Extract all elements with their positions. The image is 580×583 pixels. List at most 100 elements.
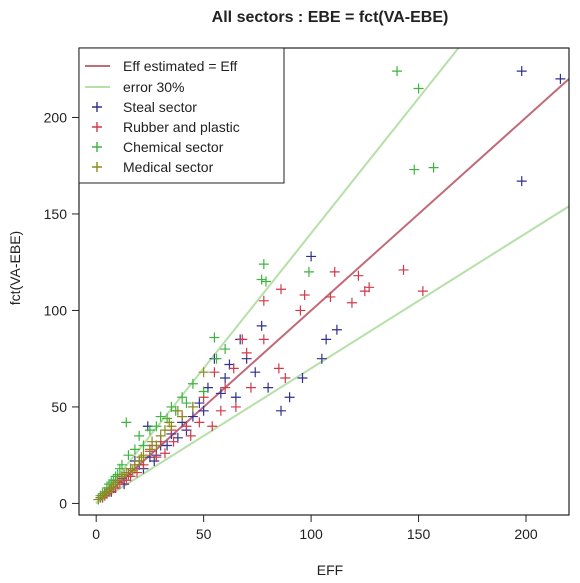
data-point — [516, 66, 527, 77]
data-point — [237, 334, 248, 345]
data-point — [215, 388, 226, 399]
data-point — [329, 266, 340, 277]
y-axis-label: fct(VA-EBE) — [7, 231, 23, 305]
data-point — [209, 332, 220, 343]
data-point — [172, 405, 183, 416]
data-point — [555, 73, 566, 84]
data-point — [276, 405, 287, 416]
y-tick-label: 200 — [44, 109, 68, 125]
data-point — [177, 411, 188, 422]
legend-label: Rubber and plastic — [123, 119, 240, 135]
plot-frame — [78, 47, 570, 516]
data-point — [325, 291, 336, 302]
data-point — [95, 492, 106, 503]
series-rubber-and-plastic — [97, 264, 428, 503]
legend-label: Medical sector — [123, 159, 214, 175]
data-point — [321, 334, 332, 345]
data-point — [428, 162, 439, 173]
data-point — [263, 382, 274, 393]
legend-label: Steal sector — [123, 99, 197, 115]
data-point — [207, 421, 218, 432]
x-axis-ticks: 0 50 100 150 200 — [92, 515, 538, 542]
data-point — [230, 401, 241, 412]
data-point — [220, 344, 231, 355]
data-point — [187, 411, 198, 422]
data-point — [516, 176, 527, 187]
x-tick-label: 150 — [407, 526, 431, 542]
data-point — [364, 282, 375, 293]
data-point — [258, 295, 269, 306]
data-point — [159, 425, 170, 436]
data-point — [93, 494, 104, 505]
x-axis-label: EFF — [317, 562, 343, 578]
data-point — [346, 297, 357, 308]
data-point — [185, 430, 196, 441]
data-point — [181, 421, 192, 432]
data-point — [151, 452, 162, 463]
data-points — [93, 66, 566, 505]
y-axis-ticks: 0 50 100 150 200 — [44, 109, 79, 511]
data-point — [155, 411, 166, 422]
legend-box — [78, 47, 285, 184]
data-point — [280, 372, 291, 383]
data-point — [331, 324, 342, 335]
data-point — [220, 382, 231, 393]
y-tick-label: 150 — [44, 206, 68, 222]
data-point — [353, 270, 364, 281]
data-point — [134, 430, 145, 441]
data-point — [147, 436, 158, 447]
data-point — [168, 436, 179, 447]
chart-title: All sectors : EBE = fct(VA-EBE) — [212, 9, 449, 26]
data-point — [144, 444, 155, 455]
data-point — [230, 392, 241, 403]
data-point — [409, 164, 420, 175]
data-point — [187, 378, 198, 389]
error-lower-line — [95, 205, 570, 505]
data-point — [297, 372, 308, 383]
data-point — [119, 469, 130, 480]
data-point — [159, 448, 170, 459]
data-point — [129, 444, 140, 455]
data-point — [284, 392, 295, 403]
data-point — [132, 467, 143, 478]
data-point — [392, 66, 403, 77]
data-point — [241, 347, 252, 358]
data-point — [164, 417, 175, 428]
data-point — [306, 251, 317, 262]
data-point — [211, 353, 222, 364]
data-point — [123, 450, 134, 461]
data-point — [413, 83, 424, 94]
data-point — [276, 284, 287, 295]
data-point — [194, 398, 205, 409]
data-point — [258, 334, 269, 345]
x-tick-label: 200 — [514, 526, 538, 542]
data-point — [138, 440, 149, 451]
data-point — [398, 264, 409, 275]
y-tick-label: 100 — [44, 302, 68, 318]
legend: Eff estimated = Eff error 30% Steal sector… — [78, 47, 285, 184]
data-point — [209, 367, 220, 378]
data-point — [114, 463, 125, 474]
data-point — [144, 425, 155, 436]
legend-swatch-series — [92, 162, 102, 172]
data-point — [187, 401, 198, 412]
legend-label: error 30% — [123, 79, 184, 95]
x-tick-label: 0 — [92, 526, 100, 542]
data-point — [256, 320, 267, 331]
data-point — [198, 405, 209, 416]
legend-label: Eff estimated = Eff — [123, 58, 237, 74]
data-point — [194, 417, 205, 428]
data-point — [299, 290, 310, 301]
identity-line — [95, 78, 570, 505]
data-point — [417, 286, 428, 297]
x-tick-label: 100 — [299, 526, 323, 542]
data-point — [228, 363, 239, 374]
data-point — [250, 367, 261, 378]
legend-swatch-series — [92, 142, 102, 152]
data-point — [127, 465, 138, 476]
y-tick-label: 0 — [59, 495, 67, 511]
legend-swatch-series — [92, 122, 102, 132]
data-point — [220, 372, 231, 383]
data-point — [245, 382, 256, 393]
